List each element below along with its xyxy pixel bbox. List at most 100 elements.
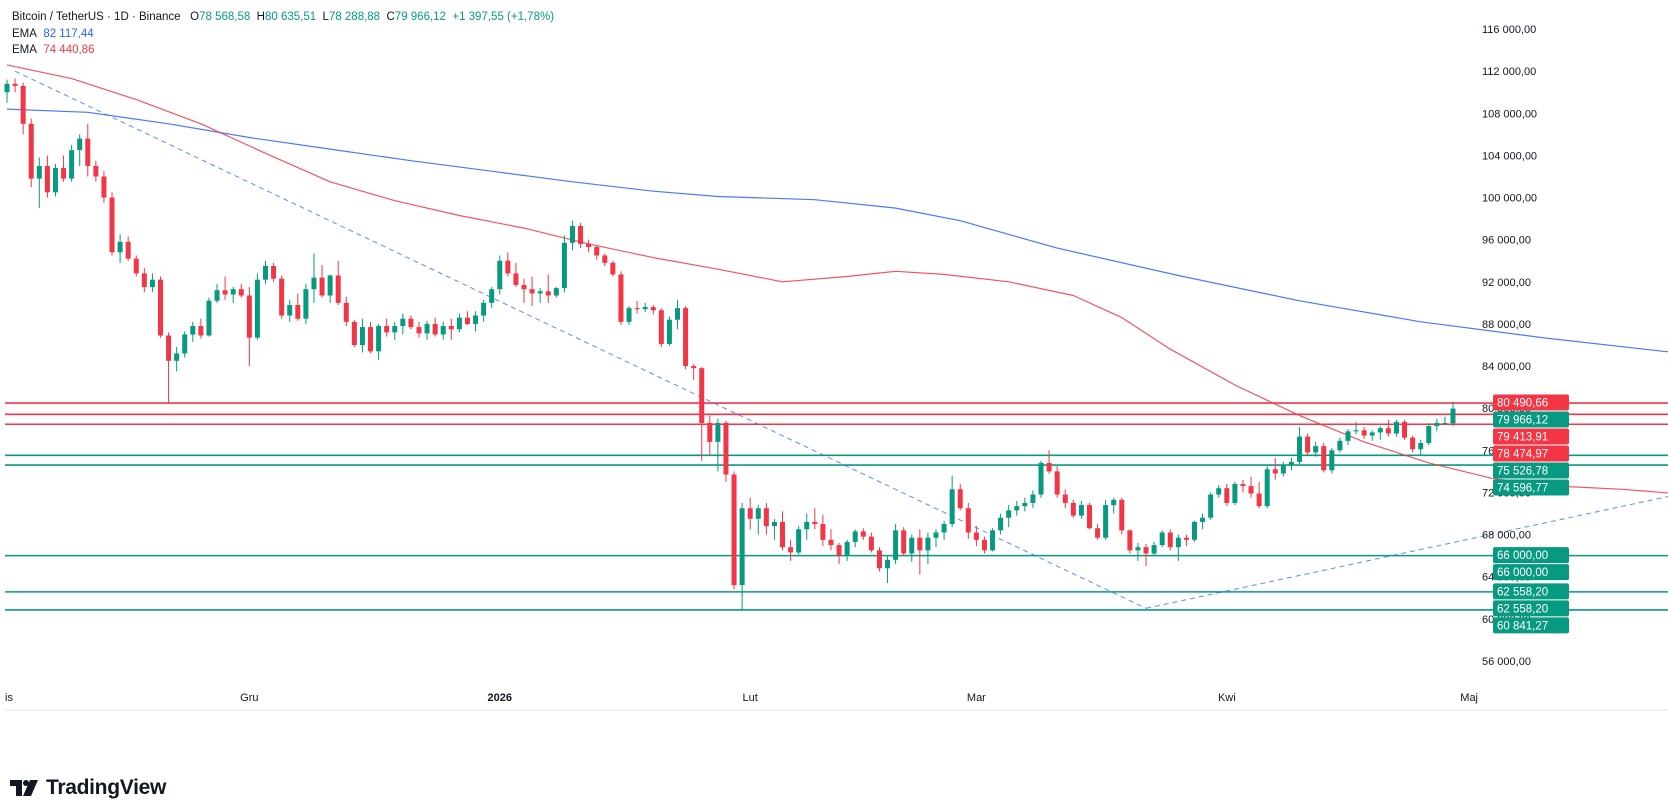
candle bbox=[303, 283, 309, 324]
candle bbox=[909, 534, 915, 562]
candle-body bbox=[1159, 532, 1165, 546]
candle-body bbox=[133, 258, 139, 274]
candle-body bbox=[917, 537, 923, 551]
candle-body bbox=[941, 524, 947, 533]
ema-fast-row[interactable]: EMA 74 440,86 bbox=[12, 42, 554, 59]
candle-body bbox=[1078, 505, 1084, 516]
candle bbox=[279, 275, 285, 319]
candle bbox=[1191, 520, 1198, 542]
candle-body bbox=[311, 277, 317, 290]
candle-body bbox=[1353, 430, 1359, 432]
candle-body bbox=[473, 315, 479, 324]
candle-body bbox=[1135, 547, 1141, 551]
candle bbox=[1135, 542, 1141, 561]
change-value: +1 397,55 (+1,78%) bbox=[452, 11, 555, 23]
candle bbox=[1361, 427, 1367, 439]
candle bbox=[1426, 422, 1432, 446]
candle bbox=[715, 418, 721, 472]
candle bbox=[981, 536, 987, 554]
candle bbox=[513, 262, 519, 288]
candle-body bbox=[715, 422, 721, 442]
candle bbox=[93, 160, 99, 182]
tradingview-logo[interactable]: TradingView bbox=[10, 776, 166, 800]
candle-body bbox=[1442, 422, 1448, 424]
candle bbox=[20, 82, 26, 135]
y-tick-label: 100 000,00 bbox=[1482, 193, 1537, 205]
candle bbox=[1337, 437, 1343, 453]
price-label-text: 60 841,27 bbox=[1497, 620, 1548, 632]
candle bbox=[246, 287, 252, 367]
candle-body bbox=[1095, 528, 1101, 538]
candle bbox=[368, 321, 374, 354]
candle-body bbox=[222, 290, 228, 295]
candle-body bbox=[327, 275, 333, 296]
candle bbox=[359, 318, 365, 353]
candle bbox=[222, 276, 228, 300]
candle-body bbox=[1288, 461, 1294, 466]
candle bbox=[949, 475, 955, 528]
symbol-title[interactable]: Bitcoin / TetherUS · 1D · Binance bbox=[12, 11, 181, 23]
price-label-text: 78 474,97 bbox=[1497, 449, 1548, 461]
candle-body bbox=[998, 517, 1004, 531]
candle bbox=[166, 332, 172, 403]
candle-body bbox=[650, 307, 656, 311]
candle-body bbox=[319, 277, 325, 296]
candle bbox=[1305, 433, 1311, 456]
candle-body bbox=[230, 289, 236, 295]
candle bbox=[392, 321, 398, 340]
candle bbox=[780, 511, 786, 551]
candle bbox=[1297, 427, 1303, 465]
candle bbox=[1095, 524, 1101, 540]
candle-body bbox=[780, 521, 786, 548]
candle-body bbox=[214, 290, 220, 301]
candle-body bbox=[1418, 442, 1424, 450]
candle bbox=[812, 508, 818, 530]
candle-body bbox=[166, 335, 172, 361]
candle-body bbox=[642, 307, 648, 310]
candle bbox=[36, 157, 42, 209]
high-value: 80 635,51 bbox=[264, 11, 317, 23]
candle-body bbox=[262, 266, 269, 280]
candle-body bbox=[973, 532, 979, 540]
candle bbox=[804, 513, 810, 540]
candle-body bbox=[1272, 469, 1278, 474]
candle-body bbox=[1070, 502, 1076, 516]
ema-slow-row[interactable]: EMA 82 117,44 bbox=[12, 26, 554, 43]
candle-body bbox=[990, 530, 996, 551]
candle bbox=[416, 321, 422, 338]
candle-body bbox=[586, 243, 592, 248]
candle-body bbox=[909, 537, 915, 554]
candle-body bbox=[893, 530, 899, 560]
candle bbox=[1159, 530, 1165, 548]
candle bbox=[844, 539, 850, 561]
candle bbox=[1288, 457, 1294, 471]
candle-body bbox=[844, 541, 850, 556]
price-label-text: 79 966,12 bbox=[1497, 415, 1548, 427]
candle-body bbox=[828, 539, 834, 546]
candle bbox=[190, 321, 196, 342]
candle-body bbox=[610, 262, 616, 275]
time-axis[interactable]: is Gru 2026 Lut Mar Kwi Maj bbox=[5, 692, 1478, 704]
candle bbox=[699, 367, 705, 461]
price-label-box bbox=[1493, 617, 1569, 634]
candle-body bbox=[287, 304, 293, 316]
ema-fast-value: 74 440,86 bbox=[43, 44, 95, 56]
price-label-box bbox=[1493, 411, 1569, 428]
candle bbox=[473, 311, 479, 332]
candle-body bbox=[440, 326, 446, 335]
x-tick-label: is bbox=[5, 692, 13, 704]
candle-body bbox=[1256, 493, 1262, 507]
ema-slow-value: 82 117,44 bbox=[43, 27, 94, 40]
candle-body bbox=[699, 368, 705, 423]
candle bbox=[1272, 457, 1278, 480]
candle bbox=[683, 306, 689, 370]
candle-body bbox=[731, 474, 737, 586]
candle-body bbox=[174, 353, 180, 361]
candle-body bbox=[739, 508, 745, 586]
x-tick-label: Maj bbox=[1460, 692, 1478, 704]
candle bbox=[731, 471, 737, 590]
candle-body bbox=[1313, 446, 1319, 453]
candle-body bbox=[109, 197, 115, 253]
candle bbox=[4, 79, 10, 103]
